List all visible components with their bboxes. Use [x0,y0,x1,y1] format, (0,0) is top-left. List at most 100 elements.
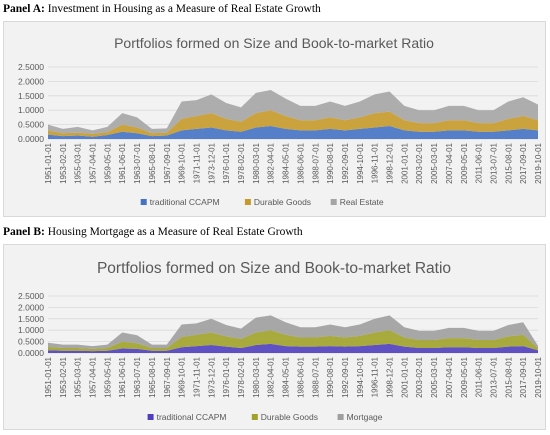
x-tick-label: 1990-08-01 [326,142,335,183]
x-tick-label: 1971-11-01 [192,356,201,397]
panel-b-title: Panel B: Housing Mortgage as a Measure o… [3,226,303,238]
x-tick-label: 1957-04-01 [89,142,98,183]
x-tick-label: 1986-06-01 [296,356,305,397]
legend-swatch-1 [244,199,251,205]
series-area-0 [48,126,538,139]
x-tick-label: 1953-02-01 [59,142,68,183]
x-tick-label: 2003-02-01 [415,142,424,183]
y-tick-label: 0.0000 [18,134,44,144]
x-tick-label: 2015-08-01 [504,142,513,183]
x-tick-label: 2001-01-01 [400,142,409,183]
y-tick-label: 2.0000 [18,302,44,312]
x-tick-label: 1990-08-01 [326,356,335,397]
series-area-1 [48,330,538,352]
x-tick-label: 2005-03-01 [430,356,439,397]
x-tick-label: 1965-08-01 [148,142,157,183]
panel-a-chart-svg: Portfolios formed on Size and Book-to-ma… [18,35,543,207]
x-tick-label: 2011-06-01 [475,142,484,183]
legend-swatch-2 [330,199,337,205]
x-tick-label: 1998-12-01 [386,142,395,183]
x-tick-label: 1971-11-01 [192,142,201,183]
x-tick-label: 1961-06-01 [118,142,127,183]
x-tick-label: 2007-04-01 [445,356,454,397]
panel-b-chart-svg: Portfolios formed on Size and Book-to-ma… [18,260,543,422]
x-tick-label: 1959-05-01 [103,356,112,397]
legend-label-0: traditional CCAPM [157,412,227,422]
legend-label-1: Durable Goods [254,197,311,207]
legend-label-2: Mortgage [347,412,383,422]
x-tick-label: 1951-01-01 [44,356,53,397]
x-tick-label: 2005-03-01 [430,142,439,183]
y-tick-label: 1.0000 [18,325,44,335]
panel-a-label: Panel A: [3,3,45,15]
x-tick-label: 1973-12-01 [207,356,216,397]
x-tick-label: 1994-10-01 [356,356,365,397]
chart-title: Portfolios formed on Size and Book-to-ma… [97,260,451,277]
x-tick-label: 1982-04-01 [267,142,276,183]
x-tick-label: 1984-05-01 [282,356,291,397]
legend-swatch-0 [147,414,154,420]
x-tick-label: 1969-10-01 [178,356,187,397]
x-tick-label: 1978-02-01 [237,142,246,183]
x-tick-label: 1998-12-01 [386,356,395,397]
panel-b-label: Panel B: [3,226,45,238]
x-tick-label: 2017-09-01 [519,142,528,183]
x-tick-label: 2009-05-01 [460,356,469,397]
y-tick-label: 1.5000 [18,91,44,101]
x-tick-label: 1992-09-01 [341,356,350,397]
x-tick-label: 1953-02-01 [59,356,68,397]
x-tick-label: 1988-07-01 [311,356,320,397]
x-tick-label: 1978-02-01 [237,356,246,397]
panel-a-title: Panel A: Investment in Housing as a Meas… [3,3,321,15]
x-tick-label: 2017-09-01 [519,356,528,397]
y-tick-label: 2.5000 [18,62,44,72]
x-tick-label: 1967-09-01 [163,142,172,183]
x-tick-label: 1976-01-01 [222,356,231,397]
panel-b-chart: Portfolios formed on Size and Book-to-ma… [3,244,546,430]
x-tick-label: 2009-05-01 [460,142,469,183]
x-tick-label: 2003-02-01 [415,356,424,397]
x-tick-label: 2013-07-01 [489,142,498,183]
x-tick-label: 1988-07-01 [311,142,320,183]
series-area-0 [48,343,538,353]
x-tick-label: 2001-01-01 [400,356,409,397]
x-tick-label: 1996-11-01 [371,142,380,183]
x-tick-label: 1951-01-01 [44,142,53,183]
x-tick-label: 1963-07-01 [133,142,142,183]
x-tick-label: 1955-03-01 [74,142,83,183]
x-tick-label: 1982-04-01 [267,356,276,397]
x-tick-label: 1996-11-01 [371,356,380,397]
x-tick-label: 1959-05-01 [103,142,112,183]
x-tick-label: 1986-06-01 [296,142,305,183]
legend-swatch-1 [251,414,258,420]
x-tick-label: 1965-08-01 [148,356,157,397]
y-tick-label: 2.0000 [18,76,44,86]
y-tick-label: 0.0000 [18,348,44,358]
series-area-2 [48,90,538,134]
x-tick-label: 1957-04-01 [89,356,98,397]
panel-a-chart: Portfolios formed on Size and Book-to-ma… [3,21,546,217]
x-tick-label: 2007-04-01 [445,142,454,183]
x-tick-label: 2019-10-01 [534,356,543,397]
legend-label-0: traditional CCAPM [150,197,220,207]
y-tick-label: 0.5000 [18,337,44,347]
series-area-2 [48,315,538,349]
x-tick-label: 2019-10-01 [534,142,543,183]
y-tick-label: 1.0000 [18,105,44,115]
x-tick-label: 1976-01-01 [222,142,231,183]
x-tick-label: 2015-08-01 [504,356,513,397]
panel-b-caption: Housing Mortgage as a Measure of Real Es… [47,226,303,238]
legend-label-2: Real Estate [340,197,384,207]
x-tick-label: 1984-05-01 [282,142,291,183]
x-tick-label: 1980-03-01 [252,142,261,183]
legend-swatch-0 [140,199,147,205]
legend-label-1: Durable Goods [261,412,318,422]
series-area-1 [48,110,538,137]
x-tick-label: 1994-10-01 [356,142,365,183]
x-tick-label: 1980-03-01 [252,356,261,397]
x-tick-label: 1955-03-01 [74,356,83,397]
legend-swatch-2 [337,414,344,420]
y-tick-label: 0.5000 [18,120,44,130]
x-tick-label: 2013-07-01 [489,356,498,397]
panel-a-caption: Investment in Housing as a Measure of Re… [47,3,321,15]
